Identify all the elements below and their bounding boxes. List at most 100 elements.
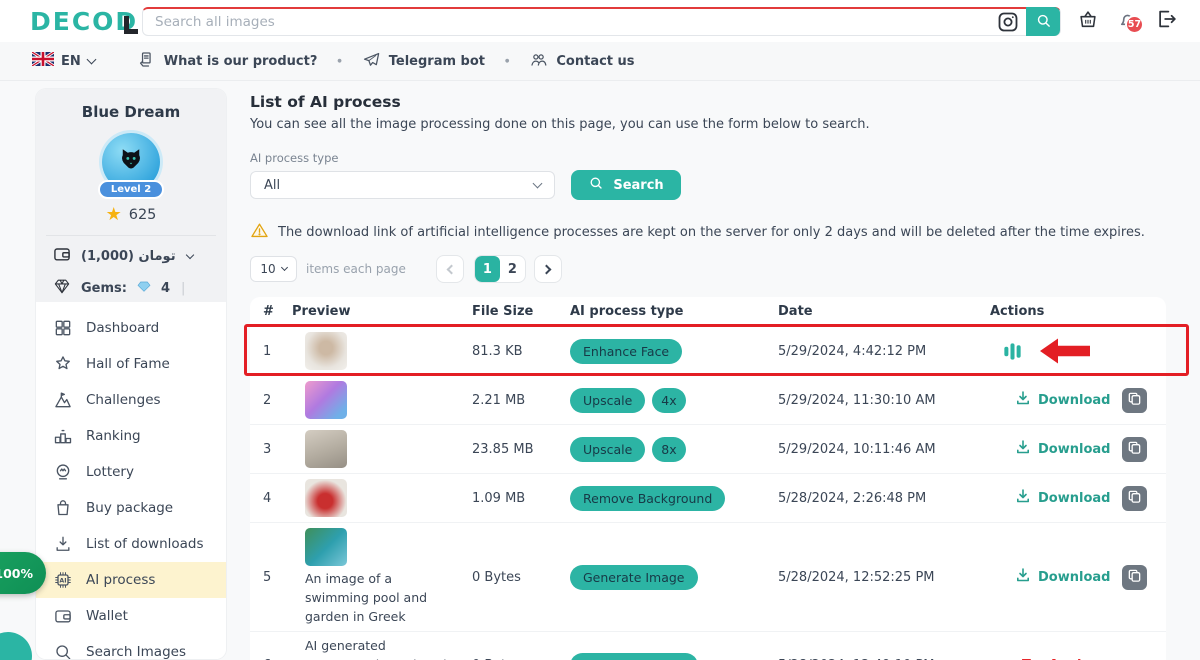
contact-icon — [529, 50, 548, 73]
filter-search-button[interactable]: Search — [571, 170, 681, 200]
sidebar-item-wallet[interactable]: Wallet — [36, 598, 226, 634]
preview-cell: AI generated Ornamental Greek style gard… — [292, 632, 472, 660]
per-page-value: 10 — [260, 262, 276, 276]
try-again-link[interactable]: Try Again — [1022, 658, 1091, 660]
copy-icon — [1127, 440, 1142, 458]
search-icon — [1035, 12, 1052, 32]
table-row: 1 81.3 KB Enhance Face 5/29/2024, 4:42:12 P… — [244, 324, 1189, 376]
sidebar-item-dashboard[interactable]: Dashboard — [36, 310, 226, 346]
process-type-select[interactable]: All — [250, 171, 555, 199]
column-header-actions: Actions — [990, 304, 1045, 319]
processing-equalizer-icon[interactable] — [1001, 340, 1024, 363]
prev-page-button[interactable] — [435, 255, 464, 283]
copy-icon — [1127, 568, 1142, 586]
nav-item-label: Contact us — [556, 53, 635, 69]
next-page-button[interactable] — [533, 255, 562, 283]
process-table: # Preview File Size AI process type Date Acti… — [244, 297, 1189, 660]
search-submit-button[interactable] — [1026, 7, 1060, 36]
preview-thumbnail[interactable] — [305, 430, 347, 468]
grid-icon — [53, 318, 73, 338]
download-label: Download — [1038, 392, 1111, 408]
divider — [46, 235, 216, 236]
svg-text:AI: AI — [59, 577, 66, 584]
process-date: 5/29/2024, 4:42:12 PM — [778, 343, 927, 359]
preview-thumbnail[interactable] — [305, 381, 347, 419]
secondary-nav: EN What is our product? ● Telegram bot ● Con… — [0, 42, 1200, 81]
table-row: 6 AI generated Ornamental Greek style gar… — [250, 632, 1166, 660]
notifications-bell[interactable]: 57 — [1116, 8, 1144, 35]
preview-thumbnail[interactable] — [305, 332, 347, 370]
progress-badge[interactable]: 100% — [0, 552, 46, 594]
wallet-icon — [52, 244, 72, 268]
wallet-balance-row[interactable]: (1,000) تومان — [46, 236, 216, 268]
download-link[interactable]: Download — [1015, 439, 1110, 459]
sidebar-item-challenges[interactable]: Challenges — [36, 382, 226, 418]
process-type-cell: Generate Image — [570, 564, 778, 590]
basket-icon[interactable] — [1077, 8, 1099, 34]
search-input[interactable] — [143, 13, 996, 30]
sidebar-item-label: Dashboard — [86, 320, 160, 336]
brand-logo[interactable]: DECOD — [30, 7, 142, 36]
sidebar-item-search-images[interactable]: Search Images — [36, 634, 226, 659]
sidebar-item-label: AI process — [86, 572, 156, 588]
download-link[interactable]: Download — [1015, 390, 1110, 410]
gem-icon — [136, 278, 152, 298]
sidebar-item-list-of-downloads[interactable]: List of downloads — [36, 526, 226, 562]
sidebar: Blue Dream Level 2 ★ 625 (1,000) تومان — [36, 89, 226, 659]
nav-item-telegram-bot[interactable]: Telegram bot — [362, 50, 485, 73]
row-number: 2 — [263, 392, 272, 408]
preview-cell: An image of a swimming pool and garden i… — [292, 523, 472, 631]
global-search-bar — [142, 6, 1061, 36]
filter-search-label: Search — [613, 177, 664, 193]
download-icon — [1015, 488, 1031, 508]
download-link[interactable]: Download — [1015, 567, 1110, 587]
nav-item-contact-us[interactable]: Contact us — [529, 50, 635, 73]
process-type-badge: Generate Image — [570, 652, 698, 660]
page-button-1[interactable]: 1 — [474, 256, 500, 282]
divider: | — [181, 280, 186, 296]
star-icon — [53, 354, 73, 374]
sidebar-item-ranking[interactable]: Ranking — [36, 418, 226, 454]
copy-button[interactable] — [1122, 485, 1148, 511]
copy-button[interactable] — [1122, 387, 1148, 413]
star-count: 625 — [128, 207, 157, 223]
nav-item-what-is-our-product-[interactable]: What is our product? — [137, 50, 317, 73]
page-title: List of AI process — [250, 93, 401, 111]
bag-icon — [53, 498, 73, 518]
process-type-badge: Generate Image — [570, 564, 698, 590]
table-row: 4 1.09 MB Remove Background 5/28/2024, 2:26… — [250, 474, 1166, 523]
table-row: 3 23.85 MB Upscale 8x 5/29/2024, 10:11:46 AM… — [250, 425, 1166, 474]
process-type-cell: Upscale 8x — [570, 436, 778, 462]
page-button-2[interactable]: 2 — [507, 261, 517, 277]
language-label: EN — [61, 53, 81, 69]
process-date: 5/28/2024, 12:49:10 PM — [778, 658, 990, 660]
sidebar-item-buy-package[interactable]: Buy package — [36, 490, 226, 526]
preview-thumbnail[interactable] — [305, 479, 347, 517]
chevron-down-icon — [185, 250, 194, 260]
row-number: 6 — [250, 658, 292, 660]
copy-button[interactable] — [1122, 436, 1148, 462]
preview-thumbnail[interactable] — [305, 528, 347, 566]
copy-button[interactable] — [1122, 564, 1148, 590]
telegram-icon — [362, 50, 381, 73]
warning-triangle-icon — [250, 221, 269, 244]
sidebar-item-ai-process[interactable]: AI AI process — [36, 562, 226, 598]
sidebar-item-hall-of-fame[interactable]: Hall of Fame — [36, 346, 226, 382]
page-body: Blue Dream Level 2 ★ 625 (1,000) تومان — [0, 81, 1200, 660]
per-page-select[interactable]: 10 — [250, 256, 297, 282]
file-size: 23.85 MB — [472, 441, 534, 457]
language-selector[interactable]: EN — [31, 50, 97, 70]
table-header: # Preview File Size AI process type Date Acti… — [250, 297, 1166, 327]
star-score: ★ 625 — [46, 206, 216, 224]
process-type-badge: Upscale — [570, 436, 646, 462]
preview-caption: AI generated Ornamental Greek style gard… — [305, 638, 454, 660]
per-page-label: items each page — [306, 262, 406, 276]
instagram-icon[interactable] — [996, 10, 1020, 34]
annotation-arrow-icon — [1039, 336, 1091, 366]
download-link[interactable]: Download — [1015, 488, 1110, 508]
table-body: 1 81.3 KB Enhance Face 5/29/2024, 4:42:12 P… — [244, 324, 1189, 660]
file-size: 0 Bytes — [472, 658, 570, 660]
podium-icon — [53, 426, 73, 446]
logout-icon[interactable] — [1156, 8, 1178, 34]
sidebar-item-lottery[interactable]: Lottery — [36, 454, 226, 490]
